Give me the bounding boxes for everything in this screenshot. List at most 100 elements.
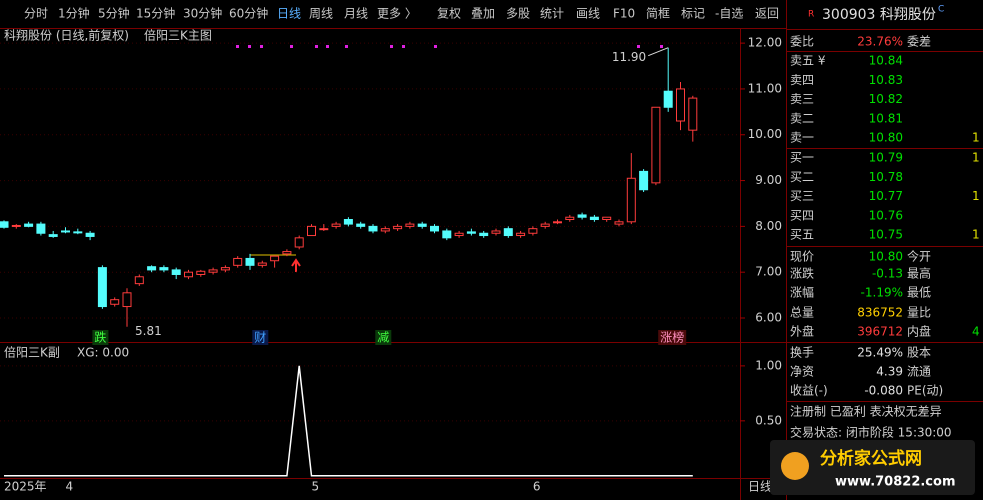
candle-body — [528, 228, 538, 234]
y-tick-label: 1.00 — [755, 358, 782, 372]
candle-body — [0, 221, 9, 228]
annotation-line — [648, 47, 669, 57]
candle-body — [147, 266, 157, 271]
toolbar-button[interactable]: 1分钟 — [58, 6, 90, 21]
order-price: 10.83 — [869, 73, 903, 87]
stat-value: 836752 — [857, 306, 903, 320]
stat-value: 25.49% — [857, 346, 903, 360]
toolbar-button[interactable]: 多股 — [506, 7, 530, 21]
toolbar-button[interactable]: 日线 — [277, 7, 301, 21]
stat-label: 换手 — [790, 346, 814, 360]
toolbar-button[interactable]: 标记 — [681, 7, 705, 21]
toolbar-button[interactable]: 统计 — [540, 7, 564, 21]
row-label: 委比 — [790, 35, 814, 49]
candle-body — [663, 90, 673, 108]
toolbar-button[interactable]: 复权 — [437, 7, 461, 21]
signal-box — [252, 330, 269, 345]
signal-label: 涨榜 — [660, 330, 684, 345]
candle-body — [159, 267, 169, 271]
order-volume: 1 — [972, 189, 980, 203]
candle-body — [466, 231, 476, 234]
candle-body — [393, 225, 403, 230]
candle-body — [282, 251, 292, 255]
candle-body — [380, 228, 390, 232]
y-tick-label: 12.00 — [748, 36, 782, 50]
candle-body — [651, 106, 661, 184]
candle-body — [553, 221, 562, 224]
toolbar-button[interactable]: 30分钟 — [183, 6, 222, 21]
annotation-label: 11.90 — [612, 50, 646, 64]
candle-body — [48, 234, 58, 237]
corner: C — [938, 5, 944, 15]
candle-body — [368, 225, 378, 232]
stat-value: 396712 — [857, 325, 903, 339]
stat-label: 内盘 — [907, 324, 931, 339]
toolbar-button[interactable]: 简框 — [646, 7, 670, 21]
candle-body — [577, 214, 587, 218]
toolbar-button[interactable]: -自选 — [715, 7, 743, 21]
toolbar-button[interactable]: F10 — [613, 7, 635, 21]
order-label: 卖五 ¥ — [790, 54, 826, 68]
row-label: 委差 — [907, 35, 931, 49]
toolbar-button[interactable]: 画线 — [576, 7, 600, 21]
indicator-title: 倍阳三K副 — [4, 345, 60, 360]
candle-body — [405, 223, 415, 227]
order-price: 10.84 — [869, 54, 903, 68]
x-tick-label: 5 — [312, 480, 320, 494]
order-label: 买三 — [790, 189, 814, 203]
toolbar-button[interactable]: 15分钟 — [136, 6, 175, 21]
y-tick-label: 9.00 — [755, 173, 782, 187]
y-tick-label: 11.00 — [748, 81, 782, 95]
candle-body — [417, 223, 427, 227]
toolbar-button[interactable]: 叠加 — [471, 7, 495, 21]
candle-body — [319, 228, 329, 231]
order-price: 10.80 — [869, 131, 903, 145]
candle-body — [24, 223, 34, 227]
toolbar-button[interactable]: 5分钟 — [98, 6, 130, 21]
candle-body — [540, 223, 550, 227]
order-label: 卖四 — [790, 73, 814, 87]
toolbar-button[interactable]: 60分钟 — [229, 6, 268, 21]
stat-value: -0.080 — [864, 384, 903, 398]
stat-label: 流通 — [907, 365, 931, 379]
signal-box — [375, 330, 392, 345]
stat-value: 4.39 — [876, 365, 903, 379]
order-label: 买一 — [790, 151, 814, 165]
x-tick-label: 4 — [66, 480, 74, 494]
y-tick-label: 7.00 — [755, 265, 782, 279]
candle-body — [491, 230, 501, 234]
watermark-url: www.70822.com — [835, 475, 956, 490]
candle-body — [639, 170, 649, 191]
signal-label: 跌 — [94, 330, 106, 345]
toolbar-button[interactable]: 返回 — [755, 7, 779, 21]
toolbar-button[interactable]: 周线 — [309, 7, 333, 21]
order-price: 10.77 — [869, 189, 903, 203]
candle-body — [134, 276, 144, 285]
stat-label: 今开 — [907, 249, 931, 264]
up-arrow — [291, 258, 301, 272]
status-line: 交易状态: 闭市阶段 15:30:00 — [790, 425, 952, 440]
candle-body — [110, 299, 120, 305]
indicator-legend: XG: 0.00 — [77, 346, 129, 360]
candle-body — [122, 292, 132, 308]
candle-body — [245, 257, 255, 266]
order-label: 卖一 — [790, 131, 814, 145]
toolbar-button[interactable]: 更多 〉 — [377, 7, 417, 21]
stat-label: 股本 — [907, 346, 931, 360]
signal-box — [92, 330, 109, 345]
order-price: 10.75 — [869, 228, 903, 242]
candle-body — [442, 230, 452, 239]
toolbar-button[interactable]: 分时 — [24, 7, 48, 21]
watermark-name: 分析家公式网 — [820, 448, 922, 469]
order-label: 买四 — [790, 208, 814, 222]
candle-body — [626, 177, 636, 223]
order-label: 买五 — [790, 228, 814, 242]
candle-body — [565, 216, 575, 221]
chart-subtitle: 倍阳三K主图 — [144, 28, 212, 43]
candle-body — [85, 232, 95, 237]
y-tick-label: 8.00 — [755, 219, 782, 233]
toolbar-button[interactable]: 月线 — [344, 7, 368, 21]
order-label: 卖二 — [790, 111, 814, 125]
